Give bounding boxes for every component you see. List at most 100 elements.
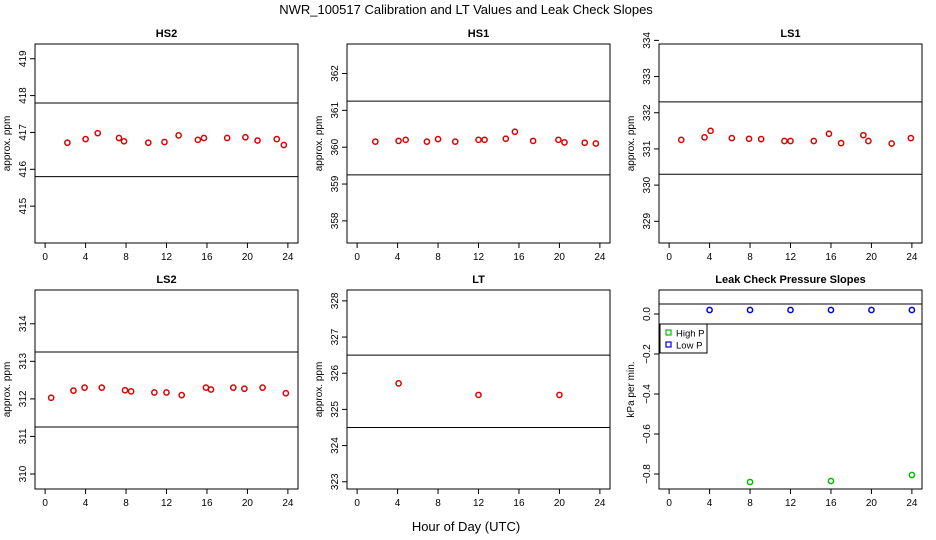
x-tick-label: 16	[201, 252, 213, 263]
data-point	[282, 389, 290, 397]
data-point	[529, 137, 537, 145]
figure-xlabel: Hour of Day (UTC)	[412, 519, 520, 534]
data-point	[273, 135, 281, 143]
panel-title: HS1	[468, 28, 489, 40]
x-tick-label: 12	[473, 498, 485, 509]
data-point	[555, 136, 562, 144]
y-tick-label: 358	[330, 212, 341, 229]
panel-title: HS2	[156, 28, 177, 40]
x-tick-label: 0	[354, 252, 360, 263]
data-point	[115, 134, 123, 142]
y-tick-label: 310	[18, 465, 29, 482]
data-point	[481, 136, 488, 144]
y-tick-label: 334	[642, 32, 653, 49]
x-tick-label: 8	[747, 498, 753, 509]
y-tick-label: 311	[18, 428, 29, 444]
data-point	[868, 306, 875, 314]
chart-panel-1: HS2 0 4 8 12 16 20 24 415 416 417 418 419 approx. ppm	[2, 28, 299, 263]
x-tick-label: 24	[906, 498, 918, 509]
y-tick-label: 360	[330, 138, 341, 155]
data-point	[120, 137, 128, 145]
x-tick-label: 24	[282, 498, 294, 509]
data-point	[161, 138, 168, 146]
y-tick-label: −0.4	[642, 384, 653, 404]
y-tick-label: −0.6	[642, 424, 653, 444]
y-tick-label: 361	[330, 102, 341, 119]
chart-panel-5: LT 0 4 8 12 16 20 24 323 324 325 326 327 328 approx. p…	[314, 274, 611, 509]
x-tick-label: 0	[42, 498, 48, 509]
x-tick-label: 16	[825, 498, 837, 509]
y-tick-label: 331	[642, 140, 653, 157]
y-axis-label: approx. ppm	[314, 362, 325, 418]
legend-swatch	[665, 329, 672, 336]
x-tick-label: 20	[242, 498, 254, 509]
y-tick-label: 329	[642, 213, 653, 230]
y-tick-label: 332	[642, 104, 653, 121]
panel-title: LS2	[156, 274, 176, 286]
y-axis-label: approx. ppm	[314, 116, 325, 172]
data-point	[151, 389, 158, 396]
x-tick-label: 12	[785, 498, 797, 509]
data-point	[827, 477, 835, 485]
data-point	[229, 384, 237, 391]
chart-panel-3: LS1 0 4 8 12 16 20 24 329 330 331 332 333 334 approx. …	[626, 28, 923, 263]
y-tick-label: 313	[18, 353, 29, 370]
data-point	[163, 389, 170, 396]
x-tick-label: 4	[83, 252, 89, 263]
data-point	[827, 306, 835, 314]
y-axis-label: approx. ppm	[2, 116, 13, 172]
chart-panel-4: LS2 0 4 8 12 16 20 24 310 311 312 313 314 approx. ppm	[2, 274, 299, 509]
data-point	[64, 139, 71, 147]
y-tick-label: 0.0	[642, 307, 653, 321]
data-point	[825, 130, 833, 138]
y-tick-label: 314	[18, 315, 29, 332]
data-point	[451, 138, 459, 146]
x-tick-label: 24	[594, 252, 606, 263]
data-point	[865, 137, 872, 145]
data-point	[259, 384, 266, 391]
legend-label: High P	[676, 329, 705, 340]
data-point	[94, 129, 102, 137]
x-tick-label: 24	[906, 252, 918, 263]
x-tick-label: 8	[435, 252, 441, 263]
x-tick-label: 0	[42, 252, 48, 263]
data-point	[81, 384, 88, 391]
data-point	[242, 133, 249, 141]
x-tick-label: 0	[354, 498, 360, 509]
x-tick-label: 12	[785, 252, 797, 263]
data-point	[787, 137, 794, 145]
y-tick-label: 326	[330, 364, 341, 381]
data-point	[280, 141, 288, 149]
data-point	[175, 132, 182, 139]
y-axis-label: approx. ppm	[626, 116, 637, 172]
chart-panel-6: Leak Check Pressure Slopes 0 4 8 12 16 20 24 0.0…	[626, 274, 923, 509]
data-point	[82, 135, 89, 143]
data-point	[70, 387, 77, 394]
data-point	[207, 386, 215, 393]
data-point	[254, 137, 261, 144]
data-point	[423, 138, 431, 146]
y-tick-label: 362	[330, 65, 341, 82]
data-point	[706, 306, 713, 314]
data-point	[746, 306, 754, 314]
x-tick-label: 8	[123, 252, 129, 263]
x-tick-label: 4	[83, 498, 89, 509]
data-point	[592, 140, 600, 147]
data-point	[677, 136, 685, 144]
data-point	[728, 134, 736, 142]
data-point	[908, 306, 916, 314]
data-point	[511, 128, 519, 136]
data-point	[556, 391, 563, 399]
x-tick-label: 24	[282, 252, 294, 263]
data-point	[781, 137, 788, 145]
data-point	[888, 140, 896, 147]
x-tick-label: 24	[594, 498, 606, 509]
x-tick-label: 4	[395, 252, 401, 263]
x-tick-label: 20	[866, 498, 878, 509]
data-point	[200, 134, 208, 142]
y-tick-label: 416	[18, 161, 29, 178]
data-point	[475, 136, 482, 144]
data-point	[707, 127, 714, 135]
x-tick-label: 8	[747, 252, 753, 263]
